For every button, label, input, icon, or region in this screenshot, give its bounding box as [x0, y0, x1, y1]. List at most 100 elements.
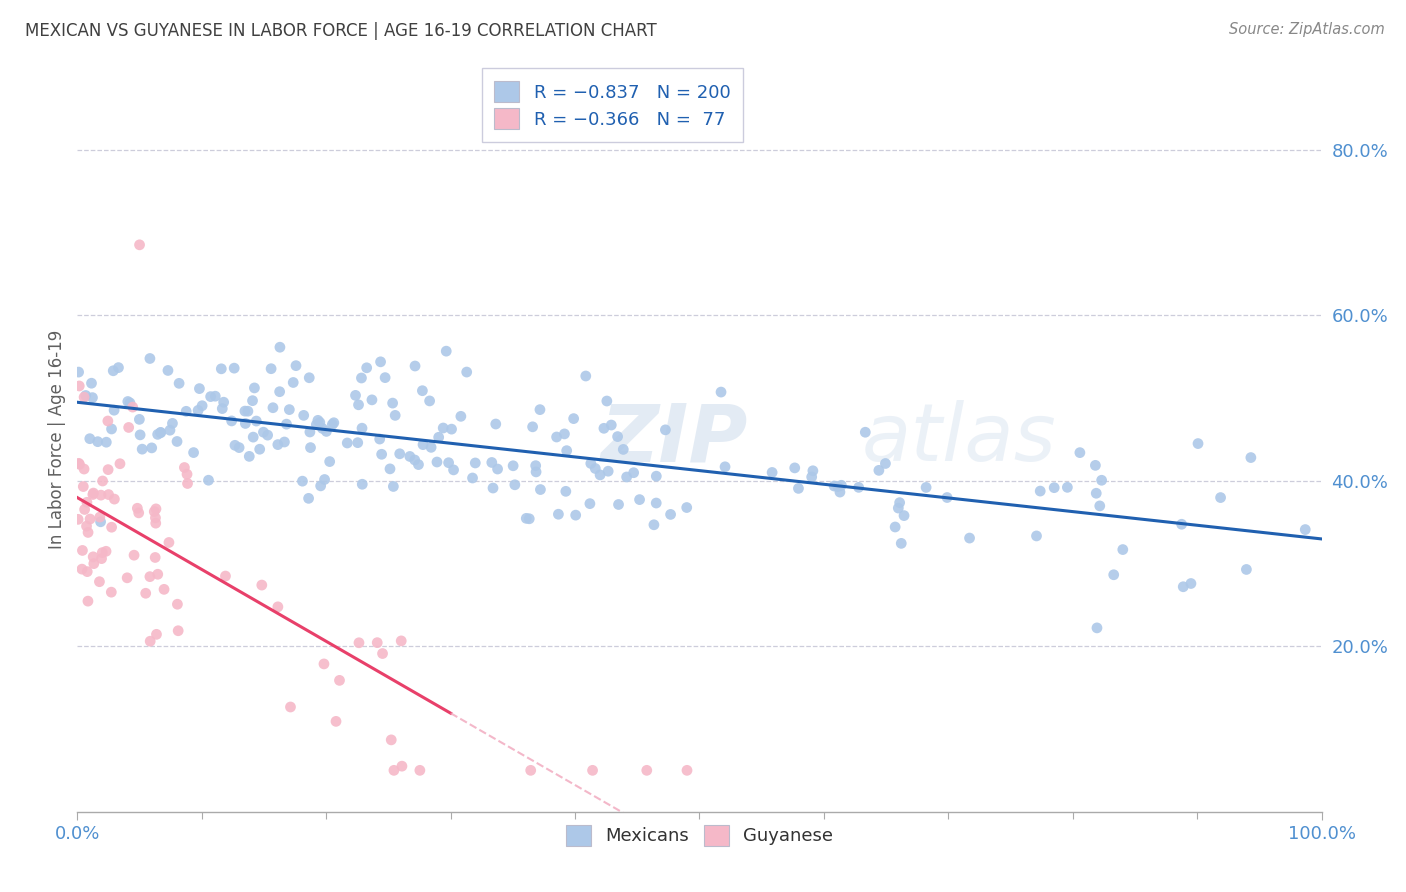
- Point: [404, 359, 426, 373]
- Point: [419, 393, 441, 408]
- Point: [191, 399, 214, 413]
- Point: [380, 732, 402, 747]
- Point: [645, 469, 668, 483]
- Point: [200, 390, 222, 404]
- Point: [1029, 484, 1052, 499]
- Point: [100, 585, 122, 599]
- Point: [346, 435, 368, 450]
- Text: Source: ZipAtlas.com: Source: ZipAtlas.com: [1229, 22, 1385, 37]
- Point: [228, 441, 250, 455]
- Point: [242, 430, 264, 444]
- Point: [827, 480, 849, 494]
- Point: [344, 388, 367, 402]
- Point: [291, 474, 314, 488]
- Point: [250, 578, 273, 592]
- Point: [73, 462, 96, 476]
- Point: [82, 487, 104, 501]
- Point: [555, 443, 578, 458]
- Point: [1173, 580, 1195, 594]
- Point: [143, 550, 166, 565]
- Point: [128, 506, 150, 520]
- Point: [283, 376, 305, 390]
- Point: [887, 501, 910, 516]
- Point: [242, 393, 264, 408]
- Point: [129, 428, 152, 442]
- Point: [589, 467, 612, 482]
- Point: [1294, 523, 1316, 537]
- Point: [72, 479, 94, 493]
- Point: [167, 376, 190, 391]
- Point: [583, 461, 606, 475]
- Point: [187, 403, 209, 417]
- Point: [174, 404, 197, 418]
- Point: [82, 391, 104, 405]
- Point: [79, 432, 101, 446]
- Point: [1240, 450, 1263, 465]
- Point: [297, 491, 319, 506]
- Point: [315, 425, 337, 439]
- Point: [371, 647, 394, 661]
- Point: [503, 477, 526, 491]
- Point: [515, 511, 537, 525]
- Point: [127, 501, 149, 516]
- Point: [73, 390, 96, 404]
- Point: [524, 465, 547, 479]
- Point: [553, 426, 575, 441]
- Point: [75, 388, 97, 402]
- Point: [235, 417, 257, 431]
- Point: [645, 496, 668, 510]
- Point: [322, 416, 344, 430]
- Point: [388, 447, 411, 461]
- Point: [299, 441, 322, 455]
- Text: ZIP: ZIP: [600, 401, 748, 478]
- Point: [606, 429, 628, 443]
- Point: [875, 457, 897, 471]
- Point: [529, 483, 551, 497]
- Point: [76, 519, 98, 533]
- Point: [89, 574, 111, 589]
- Point: [149, 425, 172, 440]
- Point: [612, 442, 634, 457]
- Point: [77, 594, 100, 608]
- Point: [893, 508, 915, 523]
- Point: [628, 492, 651, 507]
- Point: [1091, 473, 1114, 487]
- Point: [384, 409, 406, 423]
- Point: [224, 438, 246, 452]
- Point: [97, 414, 120, 428]
- Point: [69, 457, 91, 471]
- Point: [307, 413, 329, 427]
- Point: [1084, 458, 1107, 473]
- Point: [90, 551, 112, 566]
- Point: [828, 485, 851, 500]
- Point: [675, 500, 697, 515]
- Point: [502, 458, 524, 473]
- Point: [356, 360, 378, 375]
- Point: [381, 396, 404, 410]
- Point: [347, 636, 370, 650]
- Point: [80, 376, 103, 391]
- Text: MEXICAN VS GUYANESE IN LABOR FORCE | AGE 16-19 CORRELATION CHART: MEXICAN VS GUYANESE IN LABOR FORCE | AGE…: [25, 22, 657, 40]
- Point: [461, 471, 484, 485]
- Point: [153, 582, 176, 597]
- Point: [97, 462, 120, 476]
- Point: [73, 502, 96, 516]
- Point: [139, 634, 162, 648]
- Point: [72, 543, 94, 558]
- Point: [636, 764, 658, 778]
- Point: [318, 454, 340, 468]
- Point: [761, 466, 783, 480]
- Point: [176, 476, 198, 491]
- Point: [149, 425, 172, 440]
- Point: [325, 714, 347, 729]
- Point: [378, 462, 401, 476]
- Point: [450, 409, 472, 424]
- Point: [801, 464, 824, 478]
- Text: atlas: atlas: [862, 401, 1056, 478]
- Point: [115, 571, 138, 585]
- Point: [67, 456, 90, 470]
- Point: [141, 441, 163, 455]
- Point: [915, 480, 938, 494]
- Point: [787, 482, 810, 496]
- Point: [82, 549, 104, 564]
